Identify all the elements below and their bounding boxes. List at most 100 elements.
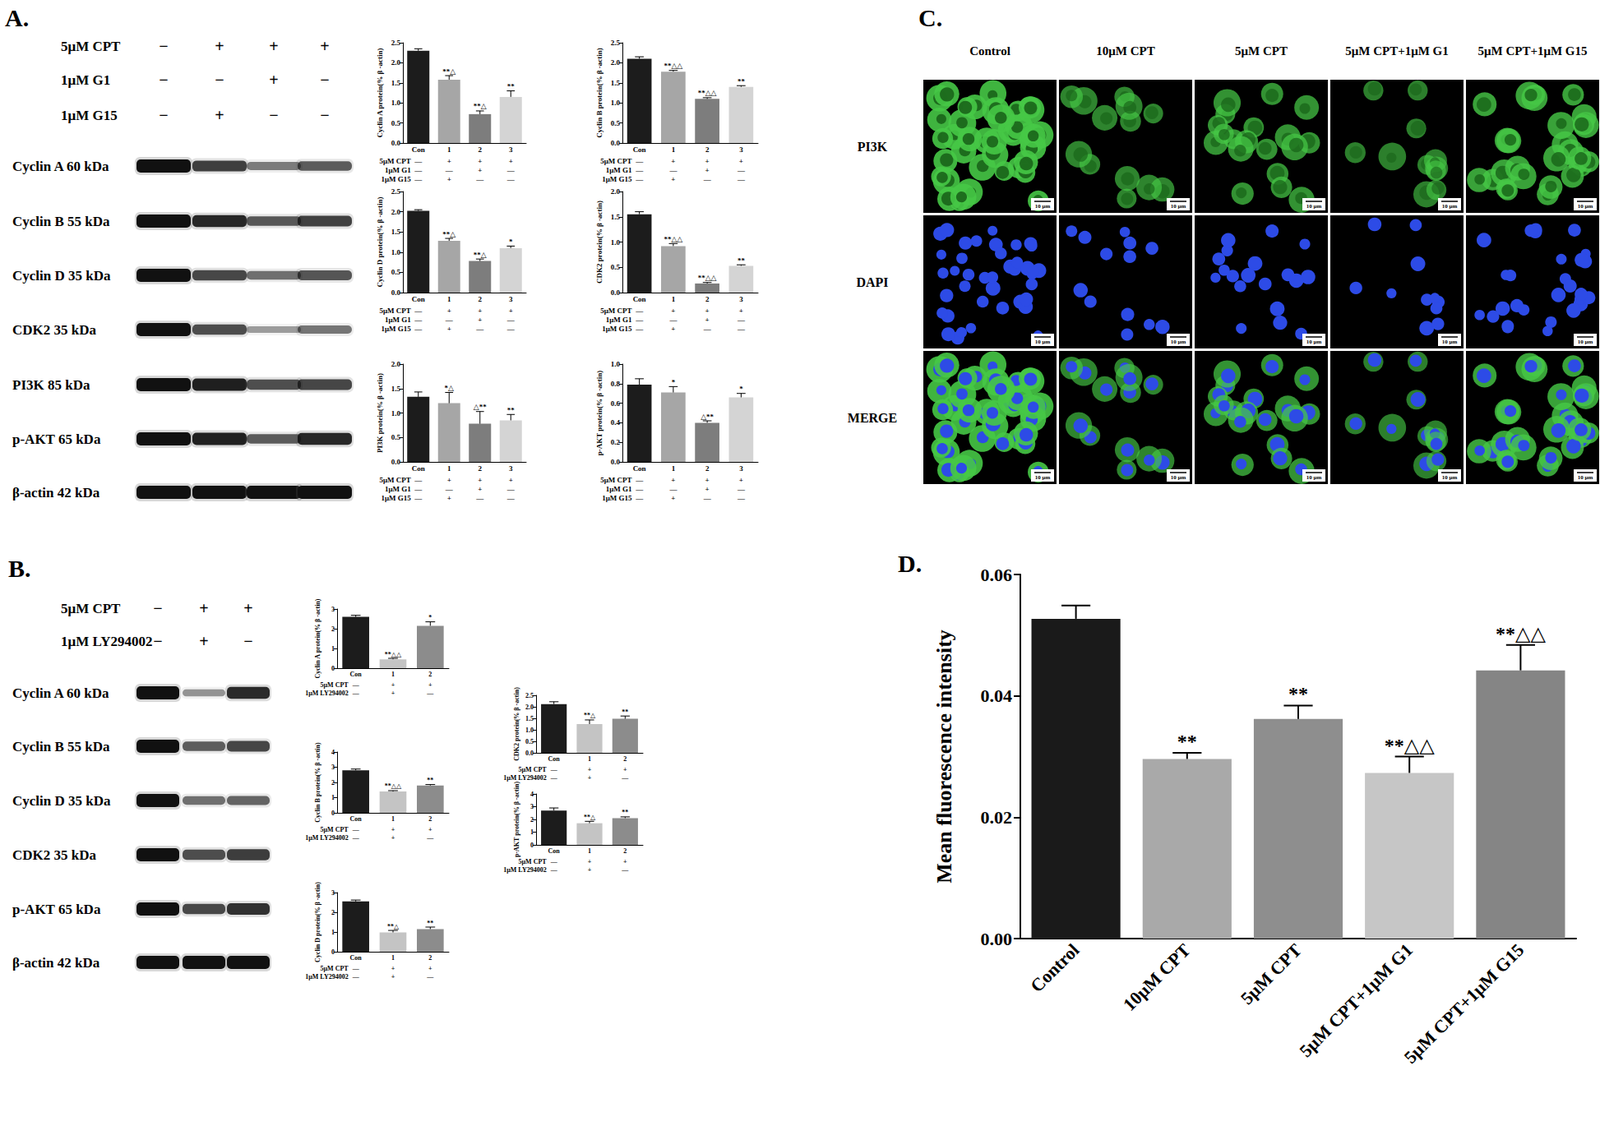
- svg-text:0.06: 0.06: [980, 564, 1013, 586]
- svg-text:+: +: [391, 689, 396, 698]
- svg-text:3: 3: [331, 763, 335, 772]
- svg-text:**△△: **△△: [698, 273, 717, 283]
- svg-text:−: −: [158, 36, 168, 56]
- svg-text:—: —: [620, 866, 629, 874]
- svg-text:—: —: [550, 858, 559, 866]
- svg-text:Cyclin A protein(% β -actin): Cyclin A protein(% β -actin): [314, 598, 322, 679]
- svg-text:**△△: **△△: [663, 61, 683, 70]
- svg-text:0.5: 0.5: [525, 738, 534, 746]
- svg-text:—: —: [413, 175, 423, 184]
- svg-text:Con: Con: [411, 145, 426, 154]
- svg-text:+: +: [391, 834, 396, 842]
- svg-text:β-actin 42 kDa: β-actin 42 kDa: [12, 485, 101, 501]
- svg-text:—: —: [351, 965, 361, 973]
- svg-text:—: —: [444, 485, 454, 494]
- svg-text:0.0: 0.0: [391, 138, 402, 148]
- svg-text:1: 1: [671, 464, 676, 473]
- svg-text:△**: △**: [700, 412, 714, 421]
- svg-text:△**: △**: [473, 402, 487, 412]
- svg-text:+: +: [198, 632, 209, 651]
- svg-text:—: —: [413, 157, 423, 166]
- svg-text:3: 3: [739, 145, 744, 154]
- svg-text:4: 4: [331, 749, 335, 757]
- svg-text:**: **: [426, 920, 434, 928]
- svg-text:10 μm: 10 μm: [1577, 338, 1594, 346]
- svg-text:+: +: [705, 315, 710, 324]
- svg-text:1: 1: [331, 645, 335, 653]
- svg-text:Con: Con: [633, 145, 647, 154]
- svg-text:DAPI: DAPI: [855, 275, 888, 290]
- svg-text:—: —: [444, 166, 454, 175]
- svg-text:+: +: [670, 476, 676, 485]
- svg-text:—: —: [668, 315, 678, 324]
- svg-text:—: —: [413, 166, 423, 175]
- svg-text:0.5: 0.5: [391, 433, 402, 442]
- svg-text:−: −: [319, 106, 329, 125]
- svg-text:+: +: [319, 36, 329, 56]
- svg-text:2.5: 2.5: [391, 38, 402, 47]
- svg-text:**△: **△: [473, 250, 487, 259]
- svg-text:1.5: 1.5: [391, 227, 402, 236]
- svg-text:+: +: [587, 858, 592, 866]
- svg-text:+: +: [739, 157, 744, 166]
- svg-text:Cyclin D 35 kDa: Cyclin D 35 kDa: [12, 793, 111, 810]
- svg-text:—: —: [736, 315, 746, 324]
- svg-text:1.5: 1.5: [610, 212, 621, 222]
- svg-text:+: +: [670, 324, 676, 333]
- svg-text:*: *: [428, 614, 432, 622]
- svg-text:—: —: [668, 485, 678, 494]
- svg-text:Cyclin A 60 kDa: Cyclin A 60 kDa: [12, 158, 110, 175]
- svg-text:2: 2: [705, 464, 710, 473]
- svg-text:+: +: [268, 70, 278, 89]
- svg-text:2: 2: [478, 145, 483, 154]
- svg-text:—: —: [506, 324, 516, 333]
- svg-text:p-AKT protein(% β -actin): p-AKT protein(% β -actin): [595, 370, 604, 457]
- svg-text:10 μm: 10 μm: [1035, 474, 1051, 481]
- svg-text:0.02: 0.02: [980, 807, 1013, 828]
- svg-text:−: −: [319, 70, 329, 89]
- svg-text:CDK2 35 kDa: CDK2 35 kDa: [12, 847, 98, 864]
- svg-text:0.0: 0.0: [610, 138, 621, 148]
- svg-text:—: —: [634, 315, 644, 324]
- svg-text:2.0: 2.0: [391, 360, 402, 369]
- svg-text:10 μm: 10 μm: [1306, 474, 1323, 481]
- svg-text:—: —: [351, 826, 361, 834]
- svg-text:0.6: 0.6: [610, 399, 621, 408]
- svg-text:4: 4: [530, 790, 534, 799]
- svg-text:Cyclin A protein(% β -actin): Cyclin A protein(% β -actin): [375, 47, 384, 138]
- svg-text:—: —: [702, 324, 713, 333]
- svg-text:2: 2: [623, 755, 627, 764]
- svg-text:—: —: [634, 175, 644, 184]
- svg-text:+: +: [705, 476, 710, 485]
- svg-text:0.5: 0.5: [610, 263, 621, 272]
- svg-text:0.4: 0.4: [610, 418, 621, 427]
- svg-text:p-AKT 65 kDa: p-AKT 65 kDa: [12, 431, 102, 448]
- svg-text:2.0: 2.0: [525, 703, 534, 712]
- svg-text:+: +: [447, 306, 452, 315]
- svg-text:5μM CPT: 5μM CPT: [320, 681, 350, 690]
- svg-text:p-AKT 65 kDa: p-AKT 65 kDa: [12, 901, 102, 918]
- svg-text:1: 1: [391, 954, 395, 962]
- svg-text:—: —: [634, 476, 644, 485]
- svg-text:1.5: 1.5: [391, 384, 402, 394]
- svg-text:0.5: 0.5: [391, 119, 402, 128]
- svg-text:+: +: [705, 157, 710, 166]
- svg-text:—: —: [634, 157, 644, 166]
- svg-text:+: +: [508, 476, 514, 485]
- svg-text:1.0: 1.0: [391, 409, 402, 418]
- svg-text:1.0: 1.0: [610, 98, 621, 107]
- svg-text:+: +: [508, 157, 514, 166]
- svg-text:—: —: [736, 166, 746, 175]
- svg-text:2: 2: [428, 815, 432, 824]
- svg-text:10 μm: 10 μm: [1442, 338, 1458, 346]
- svg-text:—: —: [634, 494, 644, 503]
- svg-text:**: **: [507, 82, 516, 91]
- svg-text:**: **: [507, 406, 516, 415]
- svg-text:1.5: 1.5: [525, 715, 534, 723]
- svg-text:**: **: [621, 809, 629, 817]
- svg-text:B.: B.: [8, 554, 32, 583]
- svg-text:10 μm: 10 μm: [1035, 338, 1051, 346]
- svg-text:2: 2: [478, 464, 483, 473]
- svg-text:5μM CPT: 5μM CPT: [60, 38, 121, 55]
- svg-text:+: +: [477, 157, 482, 166]
